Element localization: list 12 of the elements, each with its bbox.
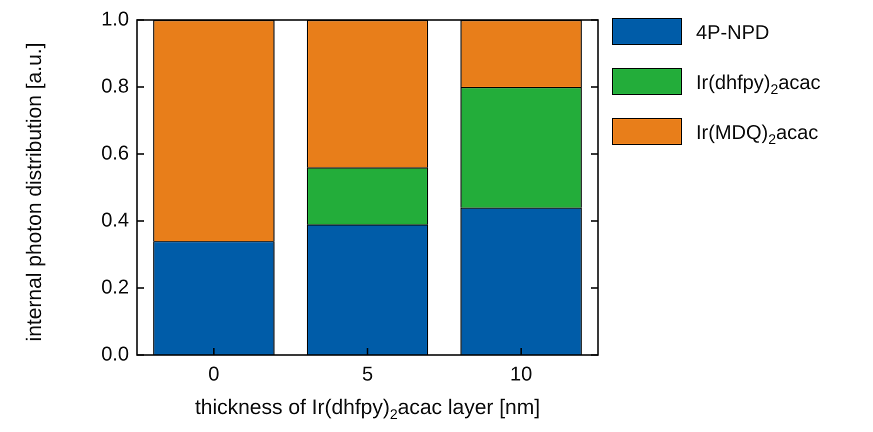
y-tick-label: 1.0 [101, 8, 129, 31]
x-tick-label: 0 [208, 364, 220, 386]
y-tick-label: 0.2 [101, 276, 129, 299]
y-tick-label: 0.0 [101, 344, 129, 366]
y-axis-title: internal photon distribution [a.u.] [23, 42, 47, 344]
y-tick-label: 0.6 [101, 142, 129, 165]
x-axis-title: thickness of Ir(dhfpy)$_{2}$acac layer [nm] [194, 396, 542, 422]
x-tick-label: 10 [510, 364, 532, 386]
legend-label: 4P-NPD [696, 22, 770, 44]
x-tick-label: 5 [362, 364, 374, 386]
y-tick-label: 0.8 [101, 76, 129, 98]
y-tick-label: 0.4 [101, 210, 129, 232]
